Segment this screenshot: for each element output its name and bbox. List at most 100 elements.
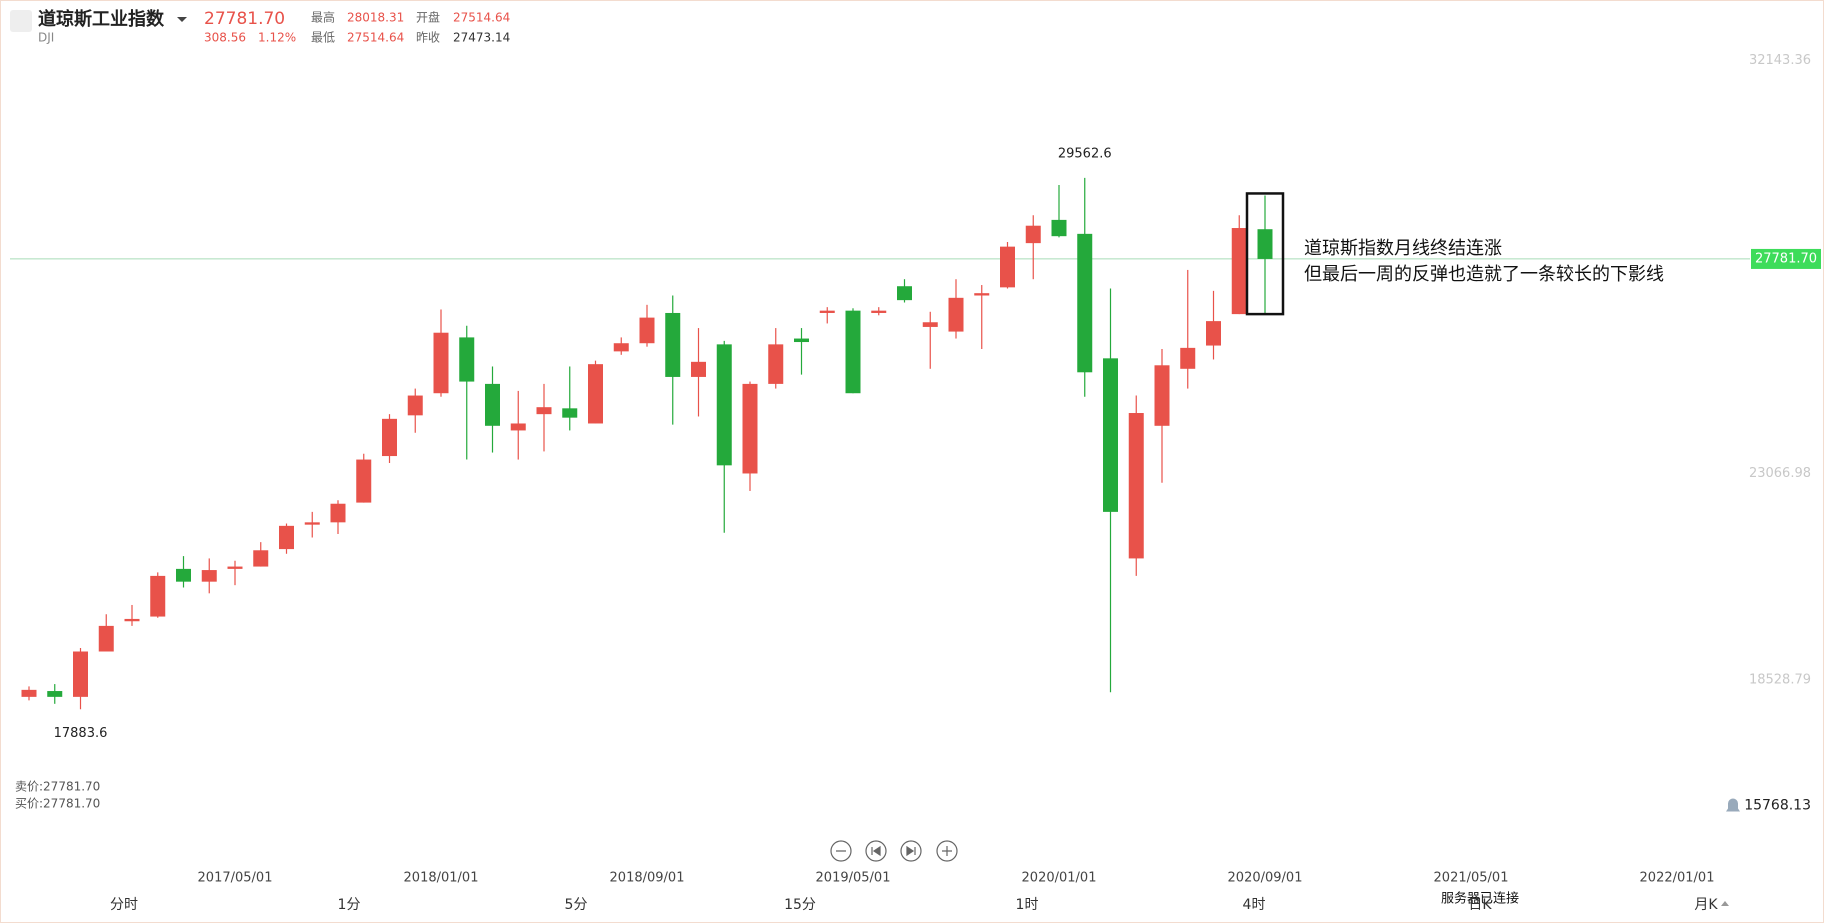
status: 服务器已连接 [1441, 891, 1519, 907]
candle-body [459, 337, 475, 382]
dropdown-arrow[interactable] [177, 17, 187, 22]
candle-body [47, 691, 63, 697]
y-tick-label: 23066.98 [1749, 466, 1811, 481]
candle-body [794, 338, 809, 343]
candle-body [562, 408, 578, 418]
candle-body [742, 383, 758, 474]
candle-body [485, 383, 500, 426]
zoom-symbol [836, 846, 952, 856]
sell-quote: 卖价:27781.70 [15, 780, 100, 794]
candle-body [768, 344, 784, 384]
last-price-tag [1751, 248, 1821, 269]
candle-body [304, 522, 320, 525]
index-code: DJI [38, 31, 54, 45]
low-label: 17883.6 [54, 726, 108, 741]
candle-body [1231, 228, 1247, 315]
candle-body [691, 361, 706, 377]
candle-body [665, 312, 681, 377]
x-tick-label: 2021/05/01 [1434, 871, 1509, 886]
candle-body [639, 317, 655, 344]
x-tick-label: 2017/05/01 [198, 871, 273, 886]
candle-body [433, 332, 449, 394]
candle-body [1051, 219, 1067, 237]
candle-body [279, 525, 294, 550]
annotation-line: 但最后一周的反弹也造就了一条较长的下影线 [1304, 264, 1664, 285]
candle-body [1180, 347, 1196, 369]
x-tick-label: 2018/09/01 [610, 871, 685, 886]
x-tick-label: 2020/01/01 [1022, 871, 1097, 886]
candle-body [330, 503, 346, 523]
candle-body [819, 310, 835, 313]
candle-body [1025, 225, 1041, 244]
change-pct: 1.12% [258, 31, 296, 45]
candle-body [201, 570, 217, 582]
candle-body [1077, 233, 1093, 373]
candle-body [356, 459, 372, 503]
candle-body [1000, 246, 1015, 288]
candle-body [1128, 413, 1144, 559]
tab-arrow [1721, 901, 1729, 906]
open-value: 27514.64 [453, 11, 510, 25]
x-tick-label: 2018/01/01 [404, 871, 479, 886]
candle-body [21, 689, 37, 697]
open-label: 开盘 [416, 10, 440, 25]
change: 308.56 [204, 31, 246, 45]
period-tab[interactable]: 日K [1468, 897, 1492, 913]
candle-body [382, 418, 397, 457]
price: 27781.70 [204, 9, 285, 29]
scroll-symbol [871, 845, 916, 857]
high-label: 最高 [311, 10, 335, 25]
y-tick-label: 32143.36 [1749, 53, 1811, 68]
candle-body [1154, 365, 1170, 426]
x-tick-label: 2022/01/01 [1640, 871, 1715, 886]
alert-bell [1726, 798, 1740, 812]
candle-body [588, 364, 603, 424]
period-tab[interactable]: 5分 [565, 897, 588, 913]
candle-body [536, 407, 552, 415]
low-value: 27514.64 [347, 31, 404, 45]
candle-body [176, 568, 191, 582]
candle-body [253, 550, 269, 567]
candle-body [124, 618, 140, 622]
buy-quote: 买价:27781.70 [15, 797, 100, 811]
candle-body [897, 286, 912, 301]
period-tab[interactable]: 分时 [110, 897, 138, 913]
candle-body [871, 310, 887, 313]
period-tab[interactable]: 1时 [1016, 897, 1039, 913]
candle-body [845, 310, 861, 394]
period-tab[interactable]: 4时 [1243, 897, 1266, 913]
annotation-box [1245, 192, 1285, 316]
candle-body [716, 344, 732, 466]
candle-body [73, 651, 88, 697]
y-tick-label: 15768.13 [1744, 798, 1811, 814]
candle-body [98, 625, 114, 652]
prev-close-value: 27473.14 [453, 31, 510, 45]
high-value: 28018.31 [347, 11, 404, 25]
annotation-line: 道琼斯指数月线终结连涨 [1304, 238, 1502, 259]
candle-body [948, 297, 964, 332]
candle-body [407, 395, 423, 416]
candle-body [150, 575, 166, 617]
low-label: 最低 [311, 31, 335, 45]
x-tick-label: 2020/09/01 [1228, 871, 1303, 886]
prev-close-label: 昨收 [416, 31, 440, 45]
candle-body [613, 343, 629, 352]
zoom-controls [830, 840, 958, 862]
logo [10, 10, 32, 32]
candle-body [1257, 229, 1273, 259]
period-tab[interactable]: 15分 [784, 897, 816, 913]
candle-body [227, 566, 243, 569]
y-tick-label: 18528.79 [1749, 672, 1811, 687]
candle-body [1103, 358, 1118, 512]
period-tab[interactable]: 1分 [338, 897, 361, 913]
last-price-label: 27781.70 [1755, 251, 1817, 266]
candle-body [1206, 321, 1221, 346]
high-label: 29562.6 [1058, 146, 1112, 161]
x-tick-label: 2019/05/01 [816, 871, 891, 886]
candle-body [922, 322, 938, 327]
index-name[interactable]: 道琼斯工业指数 [38, 8, 165, 30]
period-tab[interactable]: 月K [1694, 897, 1718, 913]
